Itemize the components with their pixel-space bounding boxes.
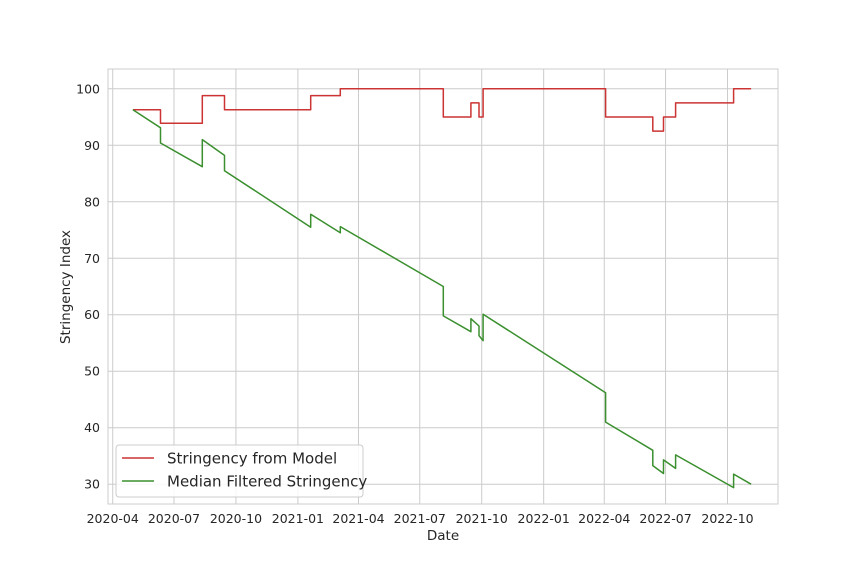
x-tick-label: 2021-01: [272, 511, 324, 526]
x-tick-label: 2022-07: [639, 511, 691, 526]
legend-label-model: Stringency from Model: [167, 450, 337, 468]
y-tick-label: 60: [84, 307, 100, 322]
series-line-median: [132, 109, 752, 489]
legend-box: [115, 444, 364, 498]
y-tick-label: 30: [84, 477, 100, 492]
y-axis-label: Stringency Index: [58, 230, 74, 344]
y-tick-label: 50: [84, 364, 100, 379]
y-tick-label: 80: [84, 194, 100, 209]
x-axis-label: Date: [427, 528, 459, 544]
x-tick-label: 2020-07: [148, 511, 200, 526]
plot-frame: [107, 68, 779, 505]
series-line-model: [132, 88, 752, 132]
y-tick-label: 100: [76, 81, 100, 96]
x-tick-label: 2020-04: [87, 511, 139, 526]
y-tick-label: 90: [84, 138, 100, 153]
x-tick-label: 2021-10: [456, 511, 508, 526]
y-tick-label: 40: [84, 420, 100, 435]
y-tick-label: 70: [84, 251, 100, 266]
x-tick-label: 2022-01: [518, 511, 570, 526]
x-tick-label: 2021-07: [394, 511, 446, 526]
x-tick-label: 2022-10: [701, 511, 753, 526]
series-layer: [132, 88, 752, 489]
x-tick-labels: 2020-04 2020-07 2020-10 2021-01 2021-04 2021-…: [87, 511, 754, 526]
y-tick-labels: 30 40 50 60 70 80 90 100: [76, 81, 100, 491]
x-tick-label: 2020-10: [210, 511, 262, 526]
legend-label-median: Median Filtered Stringency: [167, 473, 367, 491]
x-tick-label: 2022-04: [578, 511, 630, 526]
x-tick-label: 2021-04: [332, 511, 384, 526]
legend: Stringency from Model Median Filtered St…: [115, 444, 367, 498]
